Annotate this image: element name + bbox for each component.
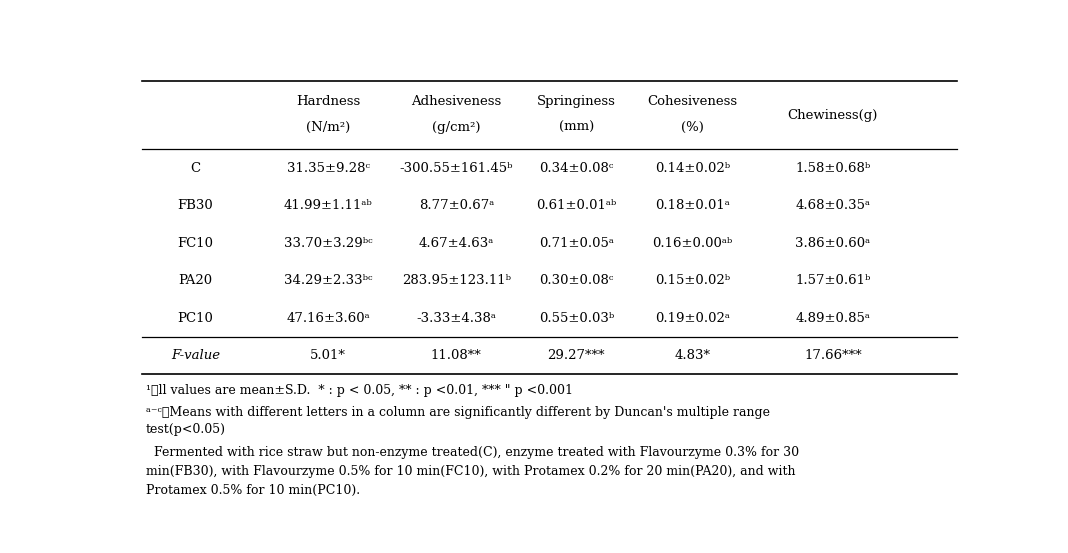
Text: 0.30±0.08ᶜ: 0.30±0.08ᶜ	[539, 274, 613, 287]
Text: (%): (%)	[680, 121, 704, 134]
Text: 0.18±0.01ᵃ: 0.18±0.01ᵃ	[655, 199, 729, 212]
Text: 0.71±0.05ᵃ: 0.71±0.05ᵃ	[539, 237, 614, 249]
Text: Chewiness(g): Chewiness(g)	[788, 109, 878, 122]
Text: 41.99±1.11ᵃᵇ: 41.99±1.11ᵃᵇ	[284, 199, 373, 212]
Text: 34.29±2.33ᵇᶜ: 34.29±2.33ᵇᶜ	[284, 274, 373, 287]
Text: PC10: PC10	[177, 311, 214, 325]
Text: 0.34±0.08ᶜ: 0.34±0.08ᶜ	[539, 161, 613, 175]
Text: Protamex 0.5% for 10 min(PC10).: Protamex 0.5% for 10 min(PC10).	[146, 484, 360, 497]
Text: 283.95±123.11ᵇ: 283.95±123.11ᵇ	[402, 274, 511, 287]
Text: min(FB30), with Flavourzyme 0.5% for 10 min(FC10), with Protamex 0.2% for 20 min: min(FB30), with Flavourzyme 0.5% for 10 …	[146, 465, 796, 478]
Text: 3.86±0.60ᵃ: 3.86±0.60ᵃ	[796, 237, 870, 249]
Text: 0.61±0.01ᵃᵇ: 0.61±0.01ᵃᵇ	[536, 199, 616, 212]
Text: 0.16±0.00ᵃᵇ: 0.16±0.00ᵃᵇ	[653, 237, 733, 249]
Text: 5.01*: 5.01*	[310, 349, 346, 362]
Text: 0.19±0.02ᵃ: 0.19±0.02ᵃ	[655, 311, 729, 325]
Text: Hardness: Hardness	[296, 95, 360, 108]
Text: -3.33±4.38ᵃ: -3.33±4.38ᵃ	[417, 311, 497, 325]
Text: 31.35±9.28ᶜ: 31.35±9.28ᶜ	[286, 161, 370, 175]
Text: Adhesiveness: Adhesiveness	[411, 95, 502, 108]
Text: 1.57±0.61ᵇ: 1.57±0.61ᵇ	[796, 274, 870, 287]
Text: (N/m²): (N/m²)	[305, 121, 350, 134]
Text: FC10: FC10	[177, 237, 214, 249]
Text: (g/cm²): (g/cm²)	[433, 121, 481, 134]
Text: 4.68±0.35ᵃ: 4.68±0.35ᵃ	[796, 199, 870, 212]
Text: 4.83*: 4.83*	[674, 349, 710, 362]
Text: 47.16±3.60ᵃ: 47.16±3.60ᵃ	[286, 311, 370, 325]
Text: Springiness: Springiness	[537, 95, 616, 108]
Text: -300.55±161.45ᵇ: -300.55±161.45ᵇ	[399, 161, 513, 175]
Text: (mm): (mm)	[559, 121, 594, 134]
Text: 1.58±0.68ᵇ: 1.58±0.68ᵇ	[796, 161, 870, 175]
Text: 33.70±3.29ᵇᶜ: 33.70±3.29ᵇᶜ	[284, 237, 373, 249]
Text: 11.08**: 11.08**	[430, 349, 482, 362]
Text: ¹⧪ll values are mean±S.D.  * : p < 0.05, ** : p <0.01, *** " p <0.001: ¹⧪ll values are mean±S.D. * : p < 0.05, …	[146, 384, 572, 397]
Text: PA20: PA20	[178, 274, 213, 287]
Text: FB30: FB30	[177, 199, 214, 212]
Text: 29.27***: 29.27***	[548, 349, 606, 362]
Text: 17.66***: 17.66***	[804, 349, 862, 362]
Text: test(p<0.05): test(p<0.05)	[146, 424, 226, 436]
Text: Cohesiveness: Cohesiveness	[647, 95, 737, 108]
Text: 0.14±0.02ᵇ: 0.14±0.02ᵇ	[655, 161, 729, 175]
Text: Fermented with rice straw but non-enzyme treated(C), enzyme treated with Flavour: Fermented with rice straw but non-enzyme…	[146, 446, 799, 458]
Text: 4.89±0.85ᵃ: 4.89±0.85ᵃ	[796, 311, 870, 325]
Text: ᵃ⁻ᶜ⧪Means with different letters in a column are significantly different by Dunc: ᵃ⁻ᶜ⧪Means with different letters in a co…	[146, 406, 770, 419]
Text: 4.67±4.63ᵃ: 4.67±4.63ᵃ	[419, 237, 493, 249]
Text: 8.77±0.67ᵃ: 8.77±0.67ᵃ	[419, 199, 493, 212]
Text: F-value: F-value	[171, 349, 220, 362]
Text: 0.55±0.03ᵇ: 0.55±0.03ᵇ	[538, 311, 614, 325]
Text: 0.15±0.02ᵇ: 0.15±0.02ᵇ	[655, 274, 729, 287]
Text: C: C	[190, 161, 201, 175]
